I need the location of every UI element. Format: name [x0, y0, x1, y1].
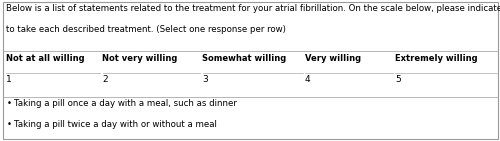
Text: Below is a list of statements related to the treatment for your atrial fibrillat: Below is a list of statements related to…: [6, 4, 500, 13]
Text: 2: 2: [102, 75, 108, 84]
Text: to take each described treatment. (Select one response per row): to take each described treatment. (Selec…: [6, 25, 286, 34]
Text: Taking a pill twice a day with or without a meal: Taking a pill twice a day with or withou…: [14, 120, 217, 129]
Text: 4: 4: [305, 75, 310, 84]
Text: 3: 3: [202, 75, 208, 84]
Text: •: •: [6, 120, 12, 129]
Text: Somewhat willing: Somewhat willing: [202, 54, 287, 63]
Text: 1: 1: [6, 75, 12, 84]
Text: 5: 5: [395, 75, 401, 84]
Text: •: •: [6, 99, 12, 108]
Text: Very willing: Very willing: [305, 54, 361, 63]
Text: Not very willing: Not very willing: [102, 54, 178, 63]
Text: Taking a pill once a day with a meal, such as dinner: Taking a pill once a day with a meal, su…: [14, 99, 237, 108]
Text: Extremely willing: Extremely willing: [395, 54, 477, 63]
Text: Not at all willing: Not at all willing: [6, 54, 84, 63]
